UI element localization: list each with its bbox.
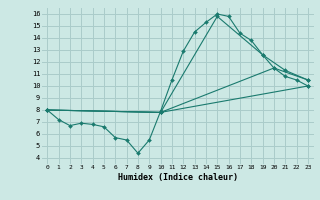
X-axis label: Humidex (Indice chaleur): Humidex (Indice chaleur): [118, 173, 237, 182]
